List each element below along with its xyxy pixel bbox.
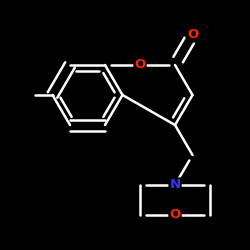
Text: N: N — [170, 178, 180, 192]
Text: O: O — [187, 28, 198, 42]
Text: O: O — [134, 58, 145, 71]
Text: O: O — [170, 208, 180, 222]
